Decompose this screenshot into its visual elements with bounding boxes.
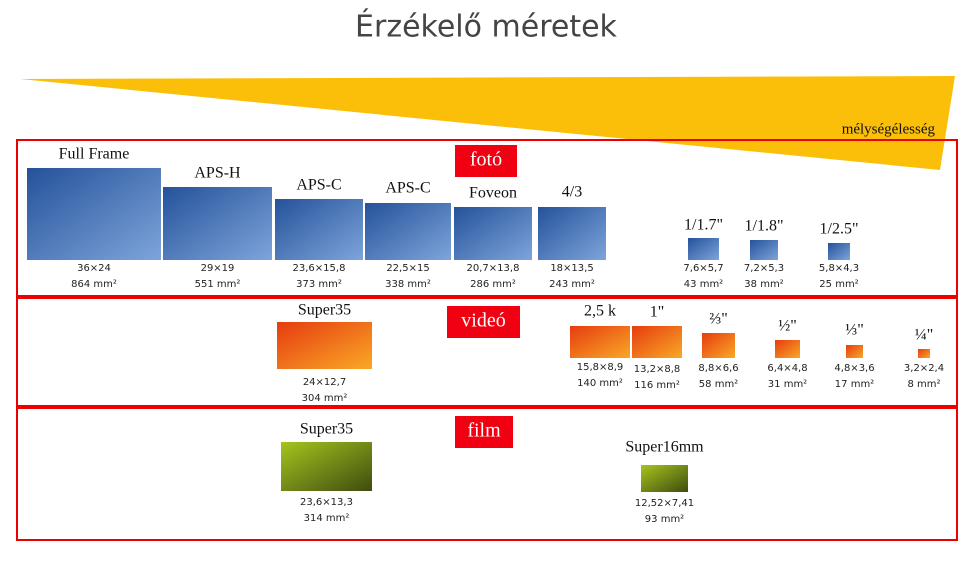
sensor-size: 7,2×5,3 (744, 263, 784, 274)
sensor-name: 2,5 k (584, 303, 616, 320)
sensor-name: 4/3 (562, 184, 582, 201)
sensor-name: Super35 (298, 302, 351, 319)
sensor-rect (277, 322, 372, 369)
sensor-area: 31 mm² (768, 379, 807, 390)
sensor-rect (27, 168, 161, 260)
sensor-area: 373 mm² (296, 279, 342, 290)
sensor-area: 140 mm² (577, 378, 623, 389)
sensor-rect (828, 243, 850, 260)
sensor-name: 1/1.7" (684, 217, 723, 234)
sensor-area: 338 mm² (385, 279, 431, 290)
sensor-name: APS-H (194, 165, 241, 182)
sensor-rect (570, 326, 630, 358)
sensor-size: 22,5×15 (386, 263, 429, 274)
sensor-name: 1/2.5" (820, 221, 859, 238)
sensor-size: 23,6×15,8 (293, 263, 346, 274)
sensor-name: APS-C (385, 180, 430, 197)
sensor-size: 23,6×13,3 (300, 497, 353, 508)
section-label-box (447, 306, 520, 338)
sensor-rect (702, 333, 735, 358)
sensor-rect (688, 238, 719, 260)
sensor-name: Full Frame (59, 146, 130, 163)
title: Érzékelő méretek (355, 9, 618, 45)
sensor-size: 24×12,7 (303, 377, 346, 388)
sensor-area: 58 mm² (699, 379, 738, 390)
section-box (16, 407, 958, 541)
sensor-size: 29×19 (201, 263, 235, 274)
sensor-size: 7,6×5,7 (683, 263, 723, 274)
sensor-size: 13,2×8,8 (634, 364, 681, 375)
sensor-rect (846, 345, 863, 358)
sensor-rect (641, 465, 688, 492)
sensor-rect (538, 207, 606, 260)
sensor-rect (775, 340, 800, 358)
sensor-size: 12,52×7,41 (635, 498, 694, 509)
sensor-area: 304 mm² (302, 393, 348, 404)
sensor-area: 551 mm² (195, 279, 241, 290)
sensor-name: Foveon (469, 185, 517, 202)
sensor-name: ¼" (915, 327, 934, 344)
sensor-rect (365, 203, 451, 260)
sensor-area: 25 mm² (819, 279, 858, 290)
sensor-rect (632, 326, 682, 358)
sensor-rect (163, 187, 272, 260)
sensor-size: 4,8×3,6 (834, 363, 874, 374)
sensor-area: 116 mm² (634, 380, 680, 391)
sensor-size: 8,8×6,6 (698, 363, 738, 374)
sensor-name: APS-C (296, 177, 341, 194)
sensor-size: 5,8×4,3 (819, 263, 859, 274)
sensor-size: 18×13,5 (550, 263, 593, 274)
section-label: videó (461, 310, 505, 332)
sensor-area: 17 mm² (835, 379, 874, 390)
sensor-area: 38 mm² (744, 279, 783, 290)
sensor-rect (275, 199, 363, 260)
sensor-area: 243 mm² (549, 279, 595, 290)
sensor-area: 8 mm² (907, 379, 940, 390)
sensor-name: Super16mm (625, 439, 704, 456)
section-label-box (455, 416, 513, 448)
sensor-rect (281, 442, 372, 491)
depth-label: mélységélesség (842, 121, 936, 137)
section-label: film (467, 420, 501, 442)
sensor-rect (918, 349, 930, 358)
sensor-name: ⅓" (845, 322, 864, 339)
section-box (16, 297, 958, 407)
sensor-size: 20,7×13,8 (467, 263, 520, 274)
sensor-size: 36×24 (77, 263, 111, 274)
sensor-area: 43 mm² (684, 279, 723, 290)
sensor-size: 3,2×2,4 (904, 363, 944, 374)
sensor-area: 864 mm² (71, 279, 117, 290)
sensor-area: 93 mm² (645, 514, 684, 525)
section-box (16, 139, 958, 297)
section-label: fotó (470, 149, 502, 171)
sensor-name: 1/1.8" (745, 218, 784, 235)
section-label-box (455, 145, 517, 177)
sensor-name: Super35 (300, 421, 353, 438)
sensor-area: 314 mm² (304, 513, 350, 524)
sensor-rect (750, 240, 778, 260)
depth-wedge (20, 76, 955, 170)
sensor-name: 1" (650, 304, 665, 321)
sensor-name: ½" (778, 318, 797, 335)
sensor-size: 15,8×8,9 (577, 362, 624, 373)
sensor-name: ⅔" (709, 311, 728, 328)
sensor-rect (454, 207, 532, 260)
sensor-area: 286 mm² (470, 279, 516, 290)
sensor-size: 6,4×4,8 (767, 363, 807, 374)
